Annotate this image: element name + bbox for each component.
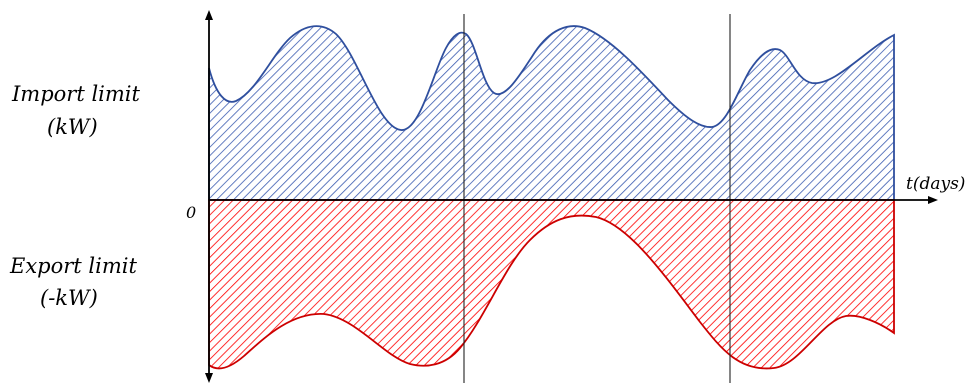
vertical-axis-arrow-down [205,373,213,383]
export-limit-unit: (-kW) [40,286,98,310]
export-limit-label: Export limit [10,254,137,278]
export-limit-area [208,199,895,370]
import-limit-unit: (kW) [47,115,98,139]
time-axis-arrow [928,196,938,204]
origin-zero-label: 0 [186,203,197,222]
vertical-axis-arrow-up [205,10,213,20]
import-limit-label: Import limit [12,82,140,106]
import-limit-area [208,25,895,201]
time-axis-label: t(days) [906,174,966,194]
